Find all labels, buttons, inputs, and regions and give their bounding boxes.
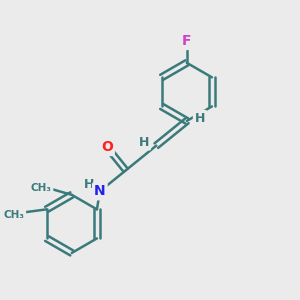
Text: H: H [139,136,149,149]
Text: N: N [94,184,106,198]
Text: CH₃: CH₃ [31,183,52,193]
Text: H: H [195,112,205,124]
Text: CH₃: CH₃ [4,210,25,220]
Text: F: F [182,34,191,48]
Text: H: H [84,178,94,191]
Text: O: O [101,140,113,154]
